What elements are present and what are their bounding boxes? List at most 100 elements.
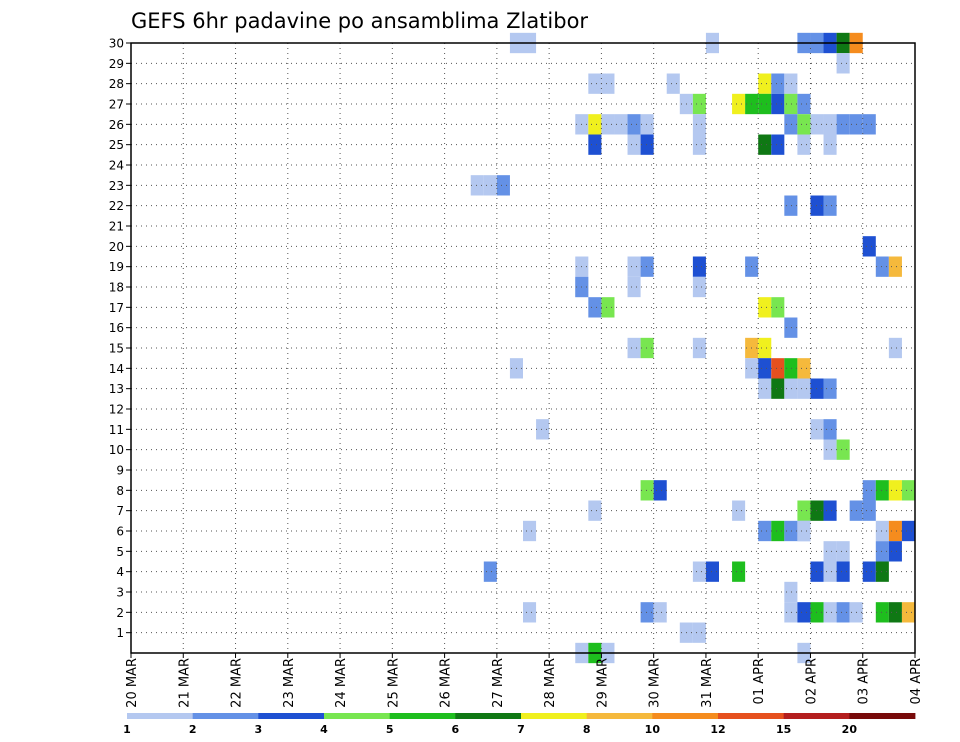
colorbar: 1 2 3 4 5 6 7 8 10 12 15 20	[123, 713, 915, 736]
data-cell	[837, 114, 850, 134]
y-tick-label: 8	[116, 484, 124, 498]
x-tick-label: 24 MAR	[334, 658, 349, 708]
data-cell	[693, 277, 706, 297]
data-cell	[758, 358, 771, 378]
data-cell	[824, 541, 837, 561]
colorbar-label: 3	[255, 723, 263, 736]
x-tick-label: 21 MAR	[177, 658, 192, 708]
data-cell	[588, 501, 601, 521]
data-cell	[863, 562, 876, 582]
data-cell	[667, 74, 680, 94]
colorbar-segment	[849, 713, 915, 719]
data-cell	[758, 135, 771, 155]
colorbar-label: 12	[710, 723, 725, 736]
data-cell	[758, 379, 771, 399]
colorbar-label: 5	[386, 723, 394, 736]
y-tick-label: 22	[109, 199, 124, 213]
data-cell	[601, 74, 614, 94]
y-tick-label: 14	[109, 362, 124, 376]
data-cell	[628, 114, 641, 134]
data-cell	[706, 562, 719, 582]
data-cell	[693, 114, 706, 134]
precipitation-ensemble-chart: GEFS 6hr padavine po ansamblima Zlatibor…	[0, 0, 960, 742]
x-tick-label: 23 MAR	[282, 658, 297, 708]
y-tick-label: 27	[109, 98, 124, 112]
data-cell	[771, 135, 784, 155]
data-cell	[797, 114, 810, 134]
data-cell	[824, 135, 837, 155]
data-cell	[628, 257, 641, 277]
colorbar-segment	[652, 713, 718, 719]
data-cell	[654, 480, 667, 500]
y-tick-label: 15	[109, 342, 124, 356]
data-cell	[837, 562, 850, 582]
y-tick-label: 25	[109, 138, 124, 152]
colorbar-label: 7	[517, 723, 525, 736]
data-cell	[889, 338, 902, 358]
data-cell	[588, 135, 601, 155]
y-tick-label: 1	[116, 626, 124, 640]
data-cell	[771, 297, 784, 317]
colorbar-segment	[718, 713, 784, 719]
x-tick-label: 04 APR	[909, 658, 924, 704]
y-tick-label: 26	[109, 118, 124, 132]
y-tick-label: 4	[116, 565, 124, 579]
y-tick-label: 3	[116, 586, 124, 600]
data-cell	[824, 562, 837, 582]
y-tick-label: 2	[116, 606, 124, 620]
colorbar-label: 10	[645, 723, 661, 736]
colorbar-label: 6	[452, 723, 460, 736]
y-tick-label: 17	[109, 301, 124, 315]
colorbar-segment	[521, 713, 587, 719]
x-tick-label: 27 MAR	[491, 658, 506, 708]
colorbar-label: 20	[842, 723, 858, 736]
y-tick-label: 13	[109, 382, 124, 396]
x-tick-label: 03 APR	[857, 658, 872, 704]
x-tick-label: 22 MAR	[230, 658, 245, 708]
y-tick-label: 5	[116, 545, 124, 559]
y-tick-label: 18	[109, 281, 124, 295]
cells-layer	[471, 33, 915, 663]
x-tick-label: 02 APR	[804, 658, 819, 704]
data-cell	[536, 419, 549, 439]
data-cell	[497, 175, 510, 195]
data-cell	[824, 379, 837, 399]
colorbar-label: 2	[189, 723, 197, 736]
colorbar-label: 1	[123, 723, 131, 736]
data-cell	[824, 419, 837, 439]
data-cell	[693, 135, 706, 155]
data-cell	[837, 53, 850, 73]
data-cell	[601, 114, 614, 134]
x-tick-label: 30 MAR	[648, 658, 663, 708]
data-cell	[628, 135, 641, 155]
data-cell	[758, 297, 771, 317]
data-cell	[797, 602, 810, 622]
y-tick-label: 19	[109, 260, 124, 274]
data-cell	[902, 480, 915, 500]
colorbar-segment	[127, 713, 193, 719]
data-cell	[863, 480, 876, 500]
data-cell	[837, 541, 850, 561]
y-tick-label: 10	[109, 443, 124, 457]
y-tick-label: 7	[116, 504, 124, 518]
data-cell	[889, 257, 902, 277]
x-tick-label: 28 MAR	[543, 658, 558, 708]
data-cell	[693, 562, 706, 582]
data-cell	[837, 602, 850, 622]
data-cell	[732, 94, 745, 114]
data-cell	[758, 338, 771, 358]
x-axis: 20 MAR 21 MAR 22 MAR 23 MAR 24 MAR 25 MAR 26 M…	[125, 653, 924, 708]
data-cell	[693, 623, 706, 643]
y-axis: 1234567891011121314151617181920212223242…	[109, 37, 131, 641]
data-cell	[771, 379, 784, 399]
data-cell	[902, 602, 915, 622]
data-cell	[693, 257, 706, 277]
data-cell	[732, 562, 745, 582]
data-cell	[797, 521, 810, 541]
colorbar-segment	[324, 713, 390, 719]
colorbar-segment	[193, 713, 259, 719]
data-cell	[824, 440, 837, 460]
x-tick-label: 29 MAR	[595, 658, 610, 708]
data-cell	[654, 602, 667, 622]
data-cell	[824, 501, 837, 521]
